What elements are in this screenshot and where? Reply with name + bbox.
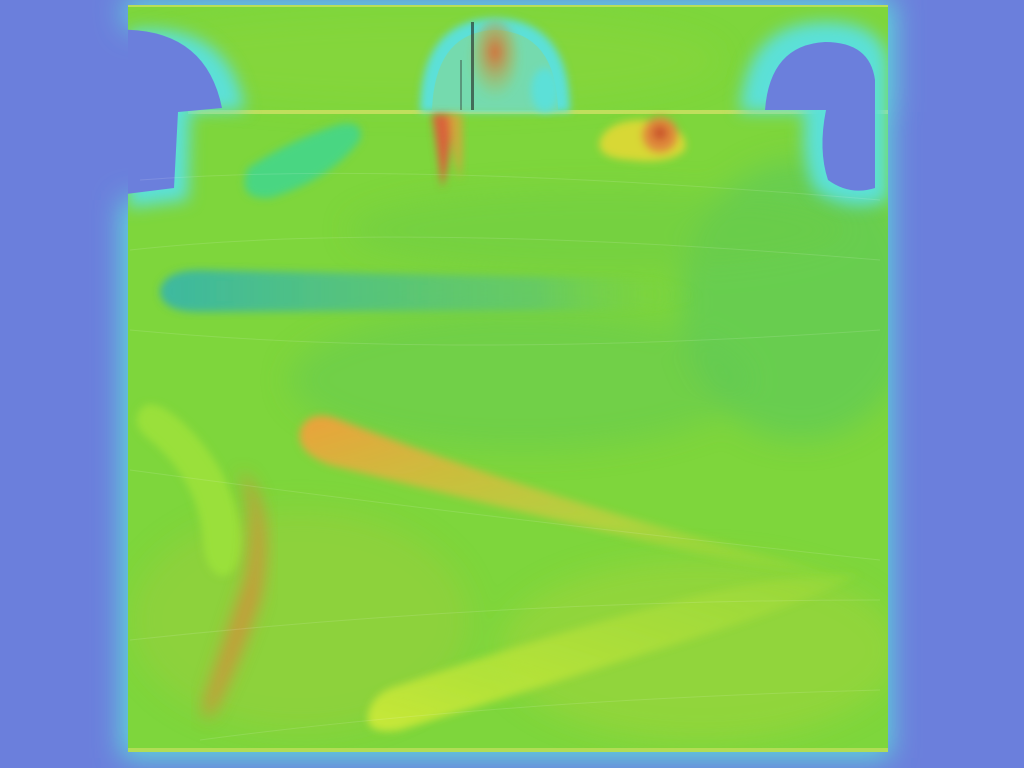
diagonal-orange-streak xyxy=(299,415,860,580)
bottom-yellow-streak xyxy=(367,574,860,731)
top-right-orange-swirl xyxy=(599,117,686,162)
left-orange-curve xyxy=(203,470,266,718)
bottom-boundary-line xyxy=(128,748,888,752)
top-boundary-line xyxy=(128,5,888,7)
left-teal-streak xyxy=(160,270,700,312)
streamline-texture xyxy=(129,172,881,741)
top-center-red-plume xyxy=(432,114,463,188)
right-bump xyxy=(740,21,888,206)
left-bump xyxy=(128,29,245,208)
top-left-green-vortex xyxy=(244,123,361,199)
center-bump xyxy=(420,18,570,112)
left-green-curl xyxy=(136,404,242,576)
